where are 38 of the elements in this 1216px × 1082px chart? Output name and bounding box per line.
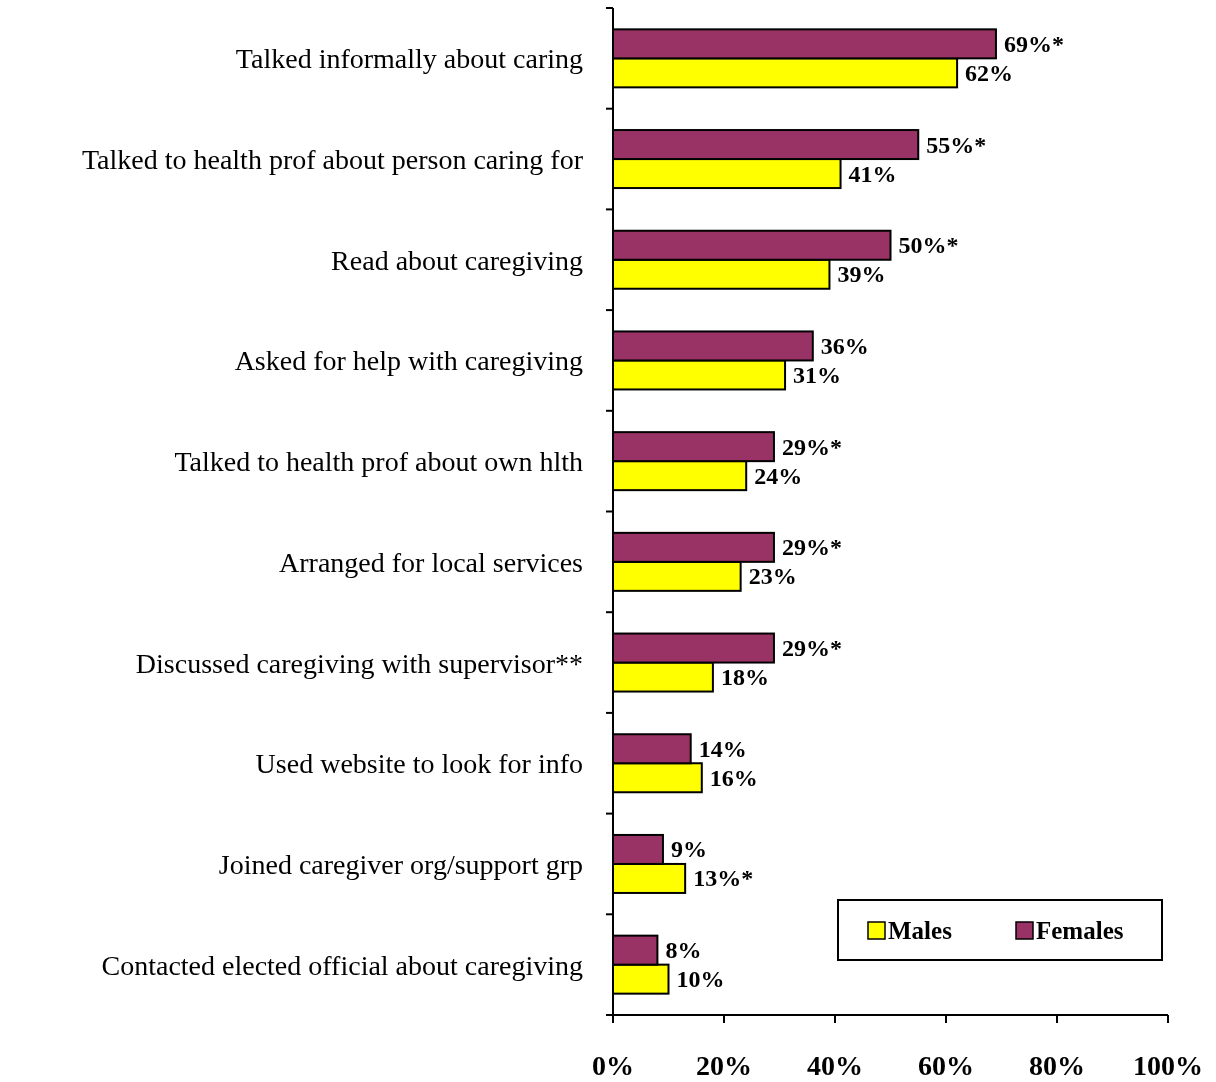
data-label: 50%* — [898, 232, 959, 259]
data-label: 9% — [670, 836, 707, 863]
data-label: 69%* — [1003, 30, 1064, 57]
data-label: 24% — [754, 462, 803, 489]
y-tick-label: Talked informally about caring — [235, 43, 583, 75]
data-label: 16% — [709, 764, 758, 791]
data-label: 29%* — [781, 534, 842, 561]
x-tick-label: 40% — [807, 1050, 863, 1081]
x-tick-label: 20% — [696, 1050, 752, 1081]
data-label: 55%* — [926, 131, 987, 158]
data-label: 31% — [793, 361, 842, 388]
y-tick-label: Used website to look for info — [255, 748, 583, 780]
x-tick-label: 0% — [592, 1050, 634, 1081]
data-label: 39% — [837, 261, 886, 288]
data-label: 62% — [965, 59, 1014, 86]
data-label: 36% — [820, 332, 869, 359]
data-label: 29%* — [781, 635, 842, 662]
y-tick-label: Asked for help with caregiving — [234, 345, 583, 377]
y-tick-label: Contacted elected official about caregiving — [101, 949, 583, 981]
data-label: 14% — [698, 735, 747, 762]
data-label: 23% — [748, 563, 797, 590]
y-tick-label: Read about caregiving — [331, 244, 583, 276]
data-label: 8% — [665, 937, 702, 964]
y-tick-label: Joined caregiver org/support grp — [218, 848, 583, 880]
x-tick-label: 60% — [918, 1050, 974, 1081]
legend-label: Males — [888, 917, 953, 944]
data-label: 13%* — [693, 865, 754, 892]
legend-label: Females — [1036, 917, 1124, 944]
y-tick-label: Talked to health prof about person caring for — [81, 144, 584, 176]
data-label: 29%* — [781, 433, 842, 460]
data-label: 10% — [676, 966, 725, 993]
x-tick-label: 80% — [1029, 1050, 1085, 1081]
y-tick-label: Talked to health prof about own hlth — [174, 446, 583, 478]
y-tick-label: Discussed caregiving with supervisor** — [135, 647, 583, 679]
data-label: 18% — [720, 664, 769, 691]
x-tick-label: 100% — [1133, 1050, 1203, 1081]
y-tick-label: Arranged for local services — [279, 546, 583, 578]
data-label: 41% — [848, 160, 897, 187]
